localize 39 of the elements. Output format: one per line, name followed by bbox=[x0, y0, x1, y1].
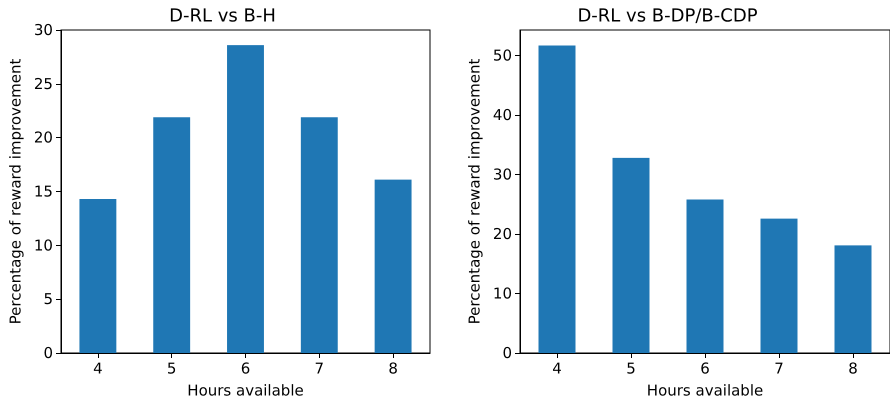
y-axis-title: Percentage of reward improvement bbox=[466, 58, 484, 324]
y-tick-label: 20 bbox=[34, 128, 53, 147]
y-tick-label: 50 bbox=[492, 46, 512, 65]
y-tick-label: 15 bbox=[34, 182, 53, 200]
bar bbox=[686, 200, 724, 353]
bar bbox=[760, 218, 798, 353]
y-tick-label: 10 bbox=[492, 284, 512, 303]
y-tick-label: 0 bbox=[43, 344, 53, 362]
bar bbox=[227, 45, 264, 353]
chart-title: D-RL vs B-H bbox=[169, 6, 276, 26]
x-tick-label: 5 bbox=[166, 360, 176, 378]
y-tick-label: 0 bbox=[502, 344, 512, 362]
x-tick-label: 7 bbox=[314, 360, 324, 378]
x-tick-label: 7 bbox=[774, 360, 784, 378]
y-tick-label: 20 bbox=[492, 225, 512, 244]
y-tick-label: 5 bbox=[43, 290, 53, 308]
bar bbox=[834, 245, 872, 353]
y-axis-title: Percentage of reward improvement bbox=[6, 58, 24, 324]
y-tick-label: 10 bbox=[34, 236, 53, 254]
x-tick-label: 8 bbox=[388, 360, 398, 378]
bar bbox=[79, 199, 116, 353]
x-tick-label: 6 bbox=[700, 360, 710, 378]
y-tick-label: 30 bbox=[34, 21, 53, 39]
y-tick-label: 25 bbox=[34, 74, 53, 93]
x-tick-label: 6 bbox=[240, 360, 250, 378]
x-tick-label: 8 bbox=[848, 360, 858, 378]
bar bbox=[300, 117, 338, 353]
bar bbox=[153, 117, 190, 353]
bar bbox=[374, 180, 412, 353]
bar bbox=[538, 45, 576, 353]
x-tick-label: 4 bbox=[93, 360, 103, 378]
x-tick-label: 4 bbox=[552, 360, 562, 378]
y-tick-label: 30 bbox=[492, 166, 512, 184]
bar bbox=[612, 158, 650, 353]
x-axis-title: Hours available bbox=[187, 382, 304, 400]
x-axis-title: Hours available bbox=[646, 382, 764, 400]
chart-title: D-RL vs B-DP/B-CDP bbox=[577, 6, 758, 26]
y-tick-label: 40 bbox=[492, 106, 512, 124]
x-tick-label: 5 bbox=[626, 360, 636, 378]
